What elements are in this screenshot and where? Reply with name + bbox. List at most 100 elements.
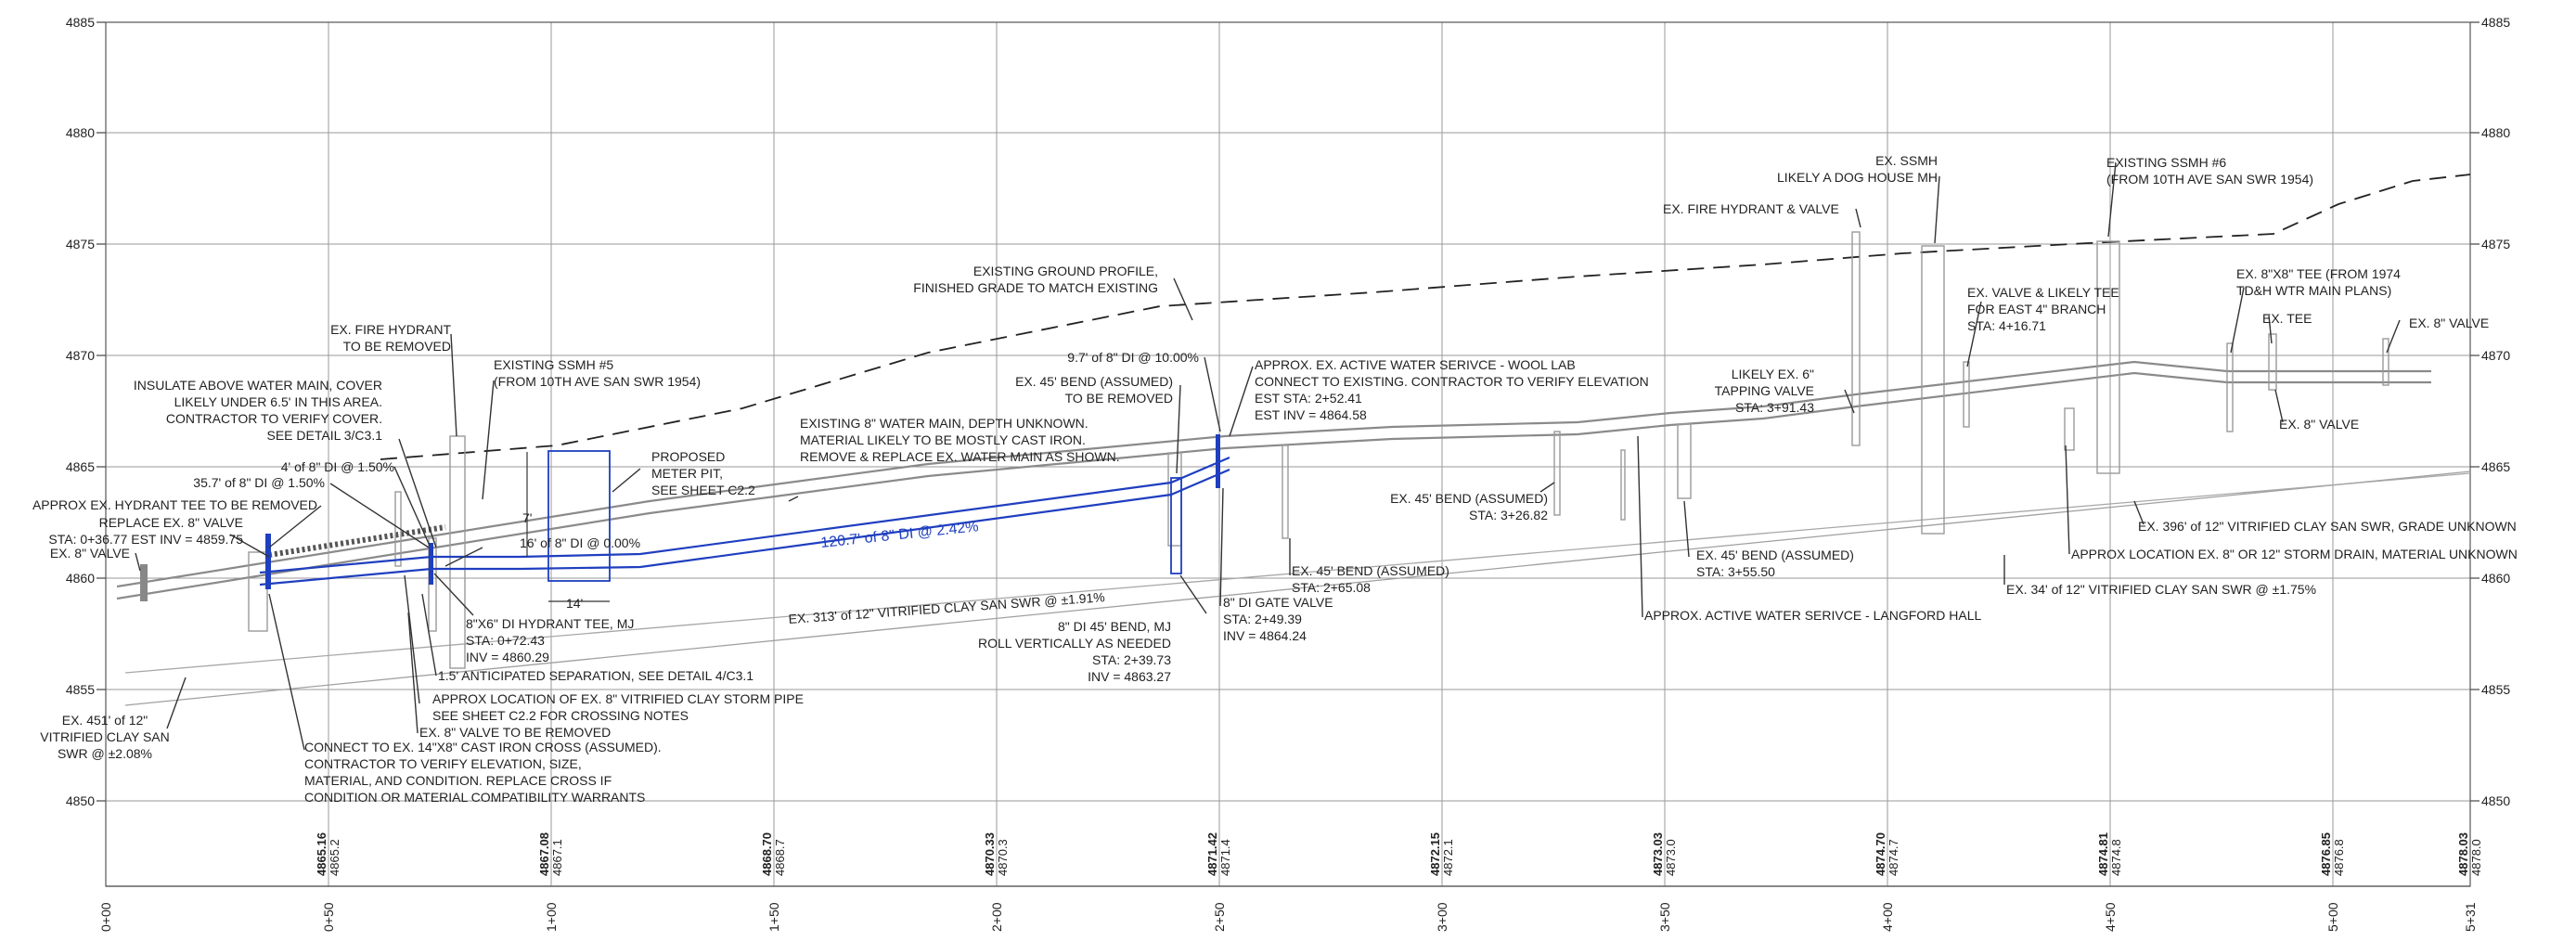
existing-grade-3: 4868.70: [760, 832, 774, 876]
station-label-5+00: 5+00: [2325, 902, 2340, 932]
elev-label-left-4875: 4875: [66, 237, 95, 251]
note-existing-water-main-line-3: REMOVE & REPLACE EX. WATER MAIN AS SHOWN…: [800, 449, 1120, 464]
existing-structure-9: [1963, 361, 1970, 428]
note-bend-di-line-3: STA: 2+39.73: [1092, 652, 1171, 667]
proposed-bend-box: [1170, 477, 1182, 574]
existing-ground-profile: [380, 174, 2471, 460]
leader-hydrant-tee-sta: [433, 573, 474, 616]
leader-ssmh5: [482, 380, 495, 500]
note-storm-pipe-line-2: SEE SHEET C2.2 FOR CROSSING NOTES: [432, 708, 689, 723]
finished-grade-1: 4865.2: [328, 839, 341, 876]
note-insulate-line-4: SEE DETAIL 3/C3.1: [267, 428, 383, 443]
leader-connect-cross: [268, 593, 305, 751]
note-insulate-line-2: LIKELY UNDER 6.5' IN THIS AREA.: [174, 394, 382, 409]
leader-bend-di: [1179, 574, 1207, 614]
leader-di-16: [444, 547, 483, 567]
existing-grade-5: 4871.42: [1205, 832, 1219, 876]
existing-structure-12: [2226, 342, 2234, 432]
leader-ground-profile: [1173, 277, 1193, 321]
leader-ex8-valve-left: [135, 552, 141, 572]
leader-hydrant-tee: [268, 505, 322, 548]
note-ground-profile-line-1: EXISTING GROUND PROFILE,: [973, 264, 1158, 278]
leader-valve-remove: [407, 612, 419, 734]
note-replace-valve-line-2: STA: 0+36.77 EST INV = 4859.75: [48, 532, 243, 547]
leader-gate-valve: [1219, 487, 1224, 607]
note-ex-ssmh-line-2: LIKELY A DOG HOUSE MH: [1777, 170, 1938, 185]
leader-ex-tee: [2268, 315, 2273, 344]
existing-structure-16: [1620, 449, 1626, 521]
existing-grade-10: 4876.85: [2319, 832, 2333, 876]
note-insulate-line-3: CONTRACTOR TO VERIFY COVER.: [166, 411, 382, 426]
note-insulate-line-1: INSULATE ABOVE WATER MAIN, COVER: [134, 378, 382, 393]
elev-label-right-4860: 4860: [2481, 571, 2510, 586]
note-existing-ssmh6-line-1: EXISTING SSMH #6: [2106, 155, 2226, 170]
note-hydrant-tee-line-1: 8"X6" DI HYDRANT TEE, MJ: [466, 616, 634, 631]
existing-structure-14: [2382, 338, 2389, 386]
finished-grade-8: 4874.7: [1887, 839, 1900, 876]
note-ex8-valve-low: EX. 8" VALVE: [2279, 417, 2359, 432]
leader-ex8-valve-right: [2386, 319, 2401, 354]
leader-replace-valve: [229, 534, 270, 558]
station-label-2+50: 2+50: [1212, 902, 1227, 932]
note-ex-ssmh-line-1: EX. SSMH: [1875, 153, 1938, 168]
leader-separation: [421, 593, 437, 677]
profile-labels: 4885 4885 4880 4880 4875 4875 4870 4870 4865 4865…: [32, 15, 2518, 932]
elev-label-left-4865: 4865: [66, 459, 95, 474]
leader-storm-drain: [2065, 445, 2070, 555]
leader-storm-pipe: [404, 574, 420, 704]
existing-grade-11: 4878.03: [2456, 832, 2470, 876]
note-valve-remove: EX. 8" VALVE TO BE REMOVED: [419, 725, 611, 740]
note-approx-hydrant-tee: APPROX EX. HYDRANT TEE TO BE REMOVED: [32, 497, 317, 512]
proposed-gate-valve: [1216, 434, 1220, 488]
existing-water-main-top: [116, 360, 2431, 588]
insulation-hatch: [268, 524, 446, 558]
replace-valve-symbol: [265, 534, 271, 589]
note-gate-valve-line-1: 8" DI GATE VALVE: [1223, 595, 1333, 610]
note-storm-pipe-line-1: APPROX LOCATION OF EX. 8" VITRIFIED CLAY…: [432, 691, 804, 706]
note-tapping-valve-line-2: TAPPING VALVE: [1715, 383, 1814, 398]
note-fire-hydrant-valve: EX. FIRE HYDRANT & VALVE: [1663, 201, 1839, 216]
leader-di-97: [1204, 356, 1221, 432]
existing-structure-8: [1921, 245, 1945, 535]
station-label-5+31: 5+31: [2463, 902, 2478, 932]
note-di-357-150: 35.7' of 8" DI @ 1.50%: [193, 475, 325, 490]
station-label-1+50: 1+50: [766, 902, 781, 932]
note-proposed-meter-pit-line-2: METER PIT,: [651, 466, 723, 481]
elev-label-right-4865: 4865: [2481, 459, 2510, 474]
station-label-4+50: 4+50: [2103, 902, 2118, 932]
note-bend-remove-line-1: EX. 45' BEND (ASSUMED): [1015, 374, 1173, 389]
finished-grade-7: 4873.0: [1664, 839, 1678, 876]
existing-structure-13: [2268, 333, 2277, 391]
note-active-service-wool-line-3: EST STA: 2+52.41: [1255, 391, 1362, 406]
leader-fire-hydrant-valve: [1855, 208, 1861, 228]
note-ex-valve-tee-line-3: STA: 4+16.71: [1967, 318, 2046, 333]
note-ex451-line-3: SWR @ ±2.08%: [58, 746, 152, 761]
note-proposed-meter-pit-line-1: PROPOSED: [651, 449, 725, 464]
note-ground-profile-line-2: FINISHED GRADE TO MATCH EXISTING: [913, 280, 1158, 295]
note-existing-ssmh6-line-2: (FROM 10TH AVE SAN SWR 1954): [2106, 172, 2313, 187]
note-ex-fire-hydrant-remove-line-1: EX. FIRE HYDRANT: [330, 322, 451, 337]
existing-structure-4: [1282, 445, 1289, 539]
leader-fire-hydrant: [450, 333, 457, 437]
note-di-4-150: 4' of 8" DI @ 1.50%: [281, 459, 394, 474]
sewer-line-lower: [124, 470, 2471, 706]
note-connect-cross-line-4: CONDITION OR MATERIAL COMPATIBILITY WARR…: [304, 790, 645, 805]
station-label-0+00: 0+00: [98, 902, 113, 932]
leader-bend-remove: [1176, 384, 1181, 474]
note-existing-ssmh5-line-1: EXISTING SSMH #5: [494, 357, 613, 372]
note-connect-cross-line-1: CONNECT TO EX. 14"X8" CAST IRON CROSS (A…: [304, 740, 662, 754]
finished-grade-5: 4871.4: [1218, 839, 1232, 876]
leader-ex-valve-tee: [1966, 301, 1982, 367]
note-ex396: EX. 396' of 12" VITRIFIED CLAY SAN SWR, …: [2138, 519, 2517, 534]
station-label-3+00: 3+00: [1435, 902, 1449, 932]
leader-di-357: [329, 483, 430, 548]
note-tee-1974-line-2: TD&H WTR MAIN PLANS): [2236, 283, 2391, 298]
note-ex451-line-1: EX. 451' of 12": [62, 713, 148, 728]
leader-langford: [1637, 435, 1643, 618]
note-gate-valve-line-3: INV = 4864.24: [1223, 628, 1307, 643]
note-langford: APPROX. ACTIVE WATER SERIVCE - LANGFORD …: [1644, 608, 1982, 623]
leader-bend-32682: [1539, 482, 1555, 493]
elev-label-left-4880: 4880: [66, 125, 95, 140]
note-active-service-wool-line-4: EST INV = 4864.58: [1255, 407, 1367, 422]
note-bend-35550-line-1: EX. 45' BEND (ASSUMED): [1696, 548, 1854, 562]
